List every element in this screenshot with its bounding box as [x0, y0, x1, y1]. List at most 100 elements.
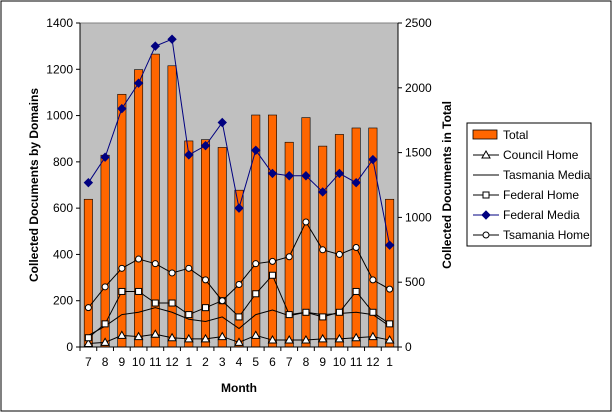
point-council-home — [384, 335, 395, 344]
x-tick-label: 7 — [85, 355, 92, 369]
x-tick-label: 12 — [366, 355, 380, 369]
x-tick-label: 8 — [102, 355, 109, 369]
x-axis-title: Month — [221, 381, 257, 395]
legend-marker-tsamania-home — [482, 231, 490, 239]
point-council-home — [250, 330, 261, 339]
point-tsamania-home — [135, 255, 143, 263]
y-axis-right-title: Collected Documents in Total — [440, 101, 454, 269]
point-federal-home — [285, 311, 293, 319]
bar-total — [83, 198, 93, 348]
point-tsamania-home — [235, 281, 243, 289]
point-federal-home — [235, 313, 243, 321]
y-left-tick-label: 0 — [66, 340, 73, 354]
point-federal-home — [252, 290, 260, 298]
x-tick-label: 4 — [236, 355, 243, 369]
x-tick-label: 1 — [185, 355, 192, 369]
x-tick-label: 8 — [303, 355, 310, 369]
point-council-home — [284, 335, 295, 344]
point-tsamania-home — [185, 264, 193, 272]
point-federal-media — [251, 145, 261, 155]
point-council-home — [351, 332, 362, 342]
point-federal-media — [334, 168, 345, 179]
point-council-home — [334, 333, 345, 343]
point-council-home — [116, 330, 127, 339]
point-tsamania-home — [168, 269, 176, 277]
legend-marker-federal-home — [482, 191, 490, 199]
point-tsamania-home — [202, 276, 210, 284]
point-federal-home — [352, 287, 360, 295]
point-federal-home — [302, 308, 310, 316]
legend-label-council-home: Council Home — [503, 148, 579, 162]
point-tsamania-home — [151, 260, 159, 268]
point-federal-home — [118, 287, 126, 295]
point-council-home — [301, 335, 311, 344]
point-federal-home — [335, 308, 343, 316]
x-tick-label: 6 — [269, 355, 276, 369]
point-council-home — [167, 332, 177, 342]
point-council-home — [368, 331, 378, 341]
point-council-home — [200, 333, 211, 343]
point-federal-home — [319, 313, 327, 321]
legend-label-tasmania-media: Tasmania Media — [503, 168, 591, 182]
point-council-home — [317, 333, 328, 343]
point-tsamania-home — [252, 260, 260, 268]
x-tick-label: 12 — [165, 355, 179, 369]
point-federal-media — [234, 203, 244, 213]
bar-total — [234, 189, 244, 348]
point-tsamania-home — [369, 276, 377, 284]
point-federal-media — [317, 187, 328, 197]
point-federal-media — [351, 177, 361, 188]
point-federal-media — [133, 78, 144, 88]
point-federal-media — [267, 168, 278, 179]
point-federal-home — [135, 287, 143, 295]
legend-swatch-total — [472, 129, 498, 140]
legend-label-federal-media: Federal Media — [503, 208, 580, 222]
point-federal-home — [386, 320, 394, 328]
point-federal-media — [301, 171, 311, 181]
point-tsamania-home — [118, 264, 126, 272]
point-tsamania-home — [218, 297, 226, 305]
x-tick-label: 11 — [350, 355, 363, 369]
bar-total — [134, 69, 144, 348]
y-left-tick-label: 800 — [53, 155, 73, 169]
point-council-home — [150, 329, 161, 338]
point-federal-home — [268, 271, 276, 279]
legend-label-total: Total — [503, 128, 528, 142]
y-left-tick-label: 600 — [53, 201, 73, 215]
x-tick-label: 10 — [132, 355, 146, 369]
x-tick-label: 5 — [252, 355, 259, 369]
point-federal-media — [368, 154, 378, 165]
point-council-home — [100, 337, 110, 346]
point-tsamania-home — [335, 250, 343, 258]
x-tick-label: 7 — [286, 355, 293, 369]
legend-marker-federal-media — [481, 210, 491, 220]
point-tsamania-home — [101, 283, 109, 291]
point-federal-home — [369, 308, 377, 316]
y-left-tick-label: 1200 — [46, 62, 73, 76]
bar-total — [201, 139, 211, 348]
point-federal-home — [151, 299, 159, 307]
point-federal-home — [185, 311, 193, 319]
y-right-tick-label: 1000 — [405, 210, 432, 224]
point-federal-home — [168, 299, 176, 307]
legend: Total Council Home Tasmania Media Federal H… — [466, 122, 592, 247]
y-left-tick-label: 400 — [53, 247, 73, 261]
point-tsamania-home — [268, 257, 276, 265]
y-right-tick-label: 2000 — [405, 81, 432, 95]
x-tick-label: 2 — [202, 355, 209, 369]
y-right-tick-label: 0 — [405, 340, 412, 354]
bar-total — [267, 114, 277, 348]
legend-marker-council-home — [481, 149, 491, 159]
y-left-tick-label: 200 — [53, 294, 73, 308]
y-right-tick-label: 1500 — [405, 146, 432, 160]
point-council-home — [133, 331, 144, 341]
y-axis-left-title: Collected Documents by Domains — [27, 88, 41, 282]
x-tick-label: 9 — [319, 355, 326, 369]
point-federal-media — [117, 103, 127, 114]
point-tsamania-home — [302, 218, 310, 226]
point-federal-media — [150, 41, 161, 51]
point-federal-media — [217, 117, 227, 128]
x-tick-label: 9 — [118, 355, 125, 369]
